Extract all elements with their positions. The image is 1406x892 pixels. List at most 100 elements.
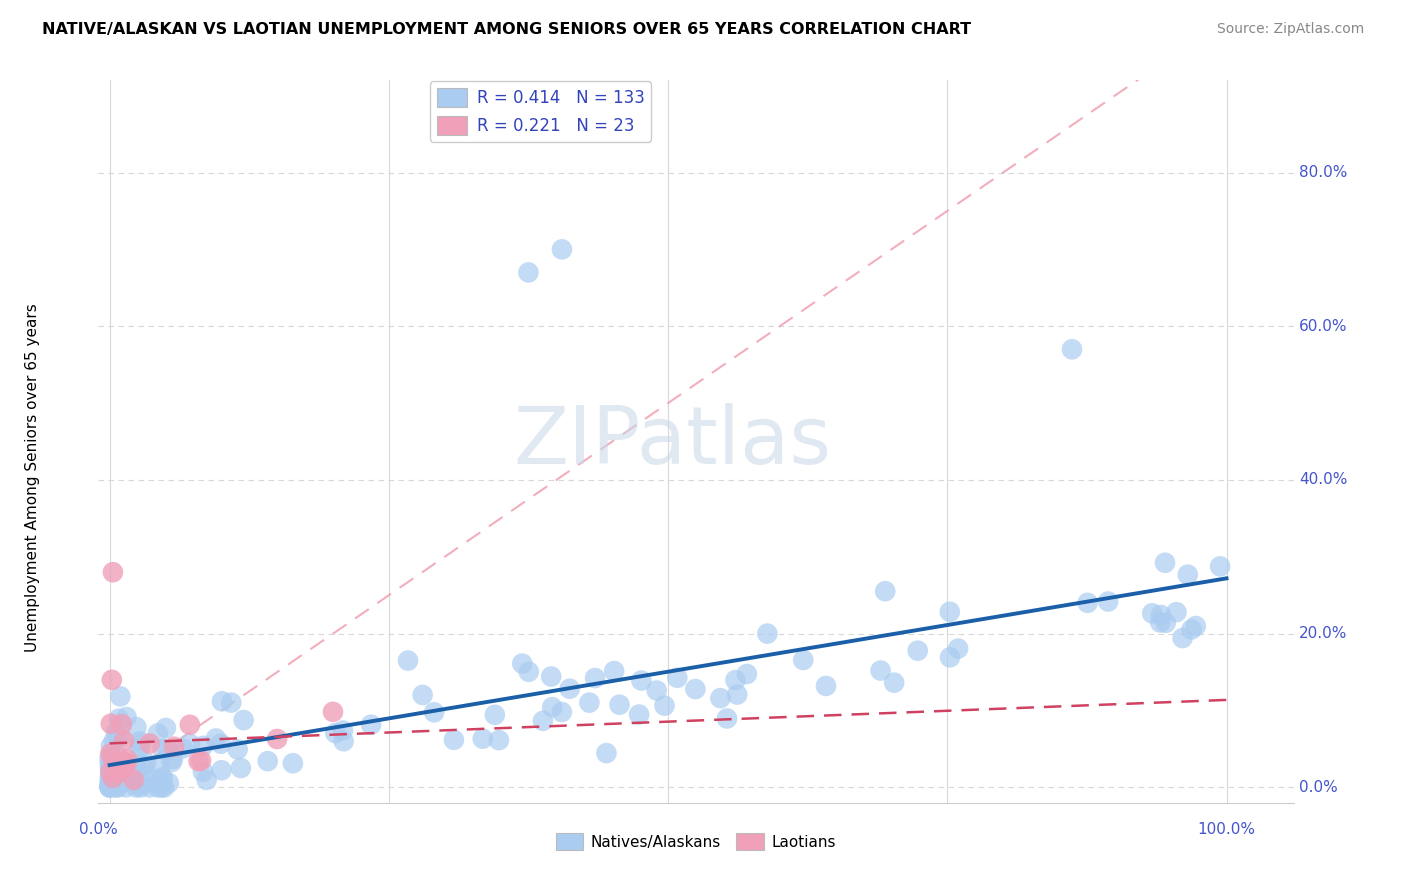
Point — [179, 737, 201, 751]
Point — [190, 754, 212, 768]
Point — [551, 705, 574, 719]
Point — [146, 780, 169, 795]
Point — [792, 653, 814, 667]
Point — [1150, 607, 1173, 622]
Point — [423, 706, 446, 720]
Point — [122, 772, 145, 787]
Text: 60.0%: 60.0% — [1299, 318, 1347, 334]
Point — [162, 752, 184, 766]
Point — [129, 734, 152, 748]
Point — [187, 754, 209, 768]
Point — [412, 688, 434, 702]
Point — [112, 733, 135, 747]
Point — [869, 664, 891, 678]
Point — [107, 774, 129, 789]
Point — [1149, 615, 1171, 630]
Point — [883, 675, 905, 690]
Point — [558, 681, 581, 696]
Point — [107, 750, 129, 764]
Point — [107, 766, 129, 780]
Point — [139, 737, 162, 751]
Point — [725, 688, 748, 702]
Point — [152, 742, 174, 756]
Text: NATIVE/ALASKAN VS LAOTIAN UNEMPLOYMENT AMONG SENIORS OVER 65 YEARS CORRELATION C: NATIVE/ALASKAN VS LAOTIAN UNEMPLOYMENT A… — [42, 22, 972, 37]
Point — [645, 683, 668, 698]
Point — [100, 716, 122, 731]
Point — [101, 750, 124, 764]
Point — [157, 776, 180, 790]
Point — [1209, 559, 1232, 574]
Point — [709, 691, 731, 706]
Point — [1077, 596, 1099, 610]
Text: 0.0%: 0.0% — [1299, 780, 1339, 795]
Point — [325, 726, 347, 740]
Point — [150, 772, 173, 787]
Point — [117, 775, 139, 789]
Point — [281, 756, 304, 771]
Point — [110, 690, 132, 704]
Text: 40.0%: 40.0% — [1299, 473, 1347, 487]
Point — [156, 742, 179, 756]
Point — [100, 761, 122, 775]
Point — [103, 733, 125, 747]
Text: 0.0%: 0.0% — [79, 822, 118, 837]
Point — [191, 764, 214, 779]
Point — [396, 654, 419, 668]
Point — [135, 756, 157, 770]
Point — [112, 755, 135, 769]
Point — [104, 780, 127, 795]
Legend: Natives/Alaskans, Laotians: Natives/Alaskans, Laotians — [550, 827, 842, 856]
Point — [939, 650, 962, 665]
Point — [136, 774, 159, 789]
Point — [628, 707, 651, 722]
Point — [484, 707, 506, 722]
Point — [150, 780, 173, 795]
Point — [152, 770, 174, 784]
Point — [583, 671, 606, 685]
Point — [735, 667, 758, 681]
Point — [756, 626, 779, 640]
Point — [98, 750, 121, 764]
Point — [122, 766, 145, 780]
Text: ZIPatlas: ZIPatlas — [513, 402, 831, 481]
Point — [104, 758, 127, 772]
Point — [146, 726, 169, 740]
Point — [578, 696, 600, 710]
Point — [100, 739, 122, 753]
Point — [360, 717, 382, 731]
Point — [135, 767, 157, 781]
Point — [125, 720, 148, 734]
Point — [115, 710, 138, 724]
Point — [510, 657, 533, 671]
Point — [541, 700, 564, 714]
Text: 100.0%: 100.0% — [1198, 822, 1256, 837]
Point — [98, 764, 121, 779]
Point — [443, 732, 465, 747]
Point — [98, 778, 121, 792]
Point — [609, 698, 631, 712]
Point — [1171, 631, 1194, 645]
Point — [98, 747, 121, 761]
Point — [104, 761, 127, 775]
Point — [219, 696, 242, 710]
Point — [98, 780, 121, 795]
Point — [531, 714, 554, 728]
Point — [226, 742, 249, 756]
Point — [103, 761, 125, 775]
Point — [195, 772, 218, 787]
Point — [107, 712, 129, 726]
Point — [209, 737, 232, 751]
Point — [332, 734, 354, 748]
Point — [101, 777, 124, 791]
Point — [595, 746, 617, 760]
Point — [551, 243, 574, 257]
Point — [1177, 567, 1199, 582]
Text: Unemployment Among Seniors over 65 years: Unemployment Among Seniors over 65 years — [25, 303, 41, 652]
Point — [232, 713, 254, 727]
Point — [1097, 594, 1119, 608]
Point — [1185, 619, 1208, 633]
Point — [517, 265, 540, 279]
Text: 80.0%: 80.0% — [1299, 165, 1347, 180]
Point — [603, 664, 626, 678]
Point — [98, 755, 121, 769]
